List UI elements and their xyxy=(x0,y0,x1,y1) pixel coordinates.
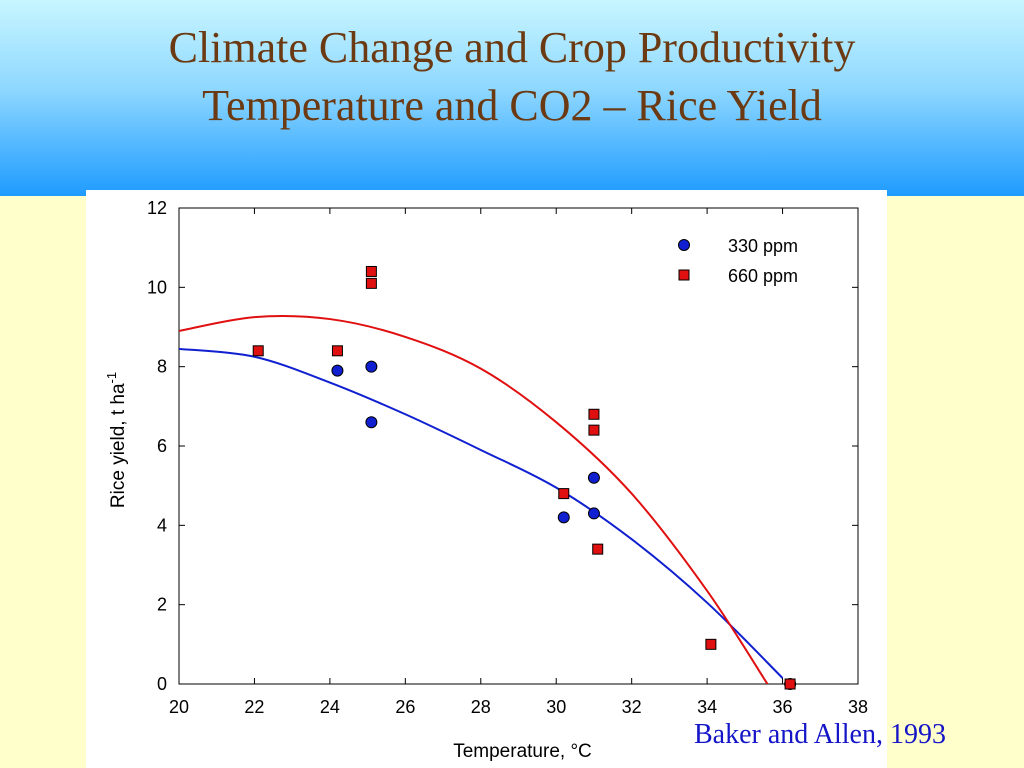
x-tick-label: 28 xyxy=(471,697,491,717)
fit-curve-660-ppm xyxy=(179,314,769,684)
legend-marker-660-ppm xyxy=(678,269,690,281)
x-tick-label: 36 xyxy=(773,697,793,717)
rice-yield-chart: 20 22 24 26 28 30 32 34 36 38024681012Temperature… xyxy=(104,198,868,762)
slide-title-line2: Temperature and CO2 – Rice Yield xyxy=(202,81,822,130)
x-tick-label: 38 xyxy=(848,697,868,717)
title-banner xyxy=(0,0,1024,196)
data-point-330-ppm xyxy=(365,416,378,429)
data-point-660-ppm xyxy=(588,424,600,436)
data-point-660-ppm xyxy=(365,277,377,289)
data-point-660-ppm xyxy=(705,638,717,650)
data-point-660-ppm xyxy=(592,543,604,555)
x-tick-label: 24 xyxy=(320,697,340,717)
data-point-330-ppm xyxy=(331,364,344,377)
legend-label: 660 ppm xyxy=(728,266,798,286)
y-axis-label: Rice yield, t ha-1 xyxy=(104,372,129,508)
data-point-660-ppm xyxy=(331,345,343,357)
x-tick-label: 32 xyxy=(622,697,642,717)
x-tick-label: 22 xyxy=(244,697,264,717)
y-tick-label: 12 xyxy=(147,198,167,218)
y-tick-label: 0 xyxy=(157,674,167,694)
legend-label: 330 ppm xyxy=(728,236,798,256)
data-point-660-ppm xyxy=(558,488,570,500)
y-tick-label: 4 xyxy=(157,515,167,535)
fit-curve-330-ppm xyxy=(179,347,784,679)
data-point-660-ppm xyxy=(588,408,600,420)
data-point-330-ppm xyxy=(365,360,378,373)
x-tick-label: 20 xyxy=(169,697,189,717)
legend-marker-330-ppm xyxy=(678,239,690,251)
x-axis-label: Temperature, °C xyxy=(453,741,592,762)
data-point-330-ppm xyxy=(557,511,570,524)
x-tick-label: 26 xyxy=(395,697,415,717)
y-tick-label: 2 xyxy=(157,595,167,615)
chart-panel: 20 22 24 26 28 30 32 34 36 38 0 2 4 6 8 10 12 Temperature… xyxy=(86,190,887,768)
slide-title-line1: Climate Change and Crop Productivity xyxy=(168,23,856,72)
data-point-330-ppm xyxy=(587,471,600,484)
data-point-660-ppm xyxy=(365,265,377,277)
y-tick-label: 6 xyxy=(157,436,167,456)
data-point-660-ppm xyxy=(784,678,796,690)
x-tick-label: 30 xyxy=(546,697,566,717)
y-tick-label: 10 xyxy=(147,277,167,297)
citation: Baker and Allen, 1993 xyxy=(694,719,946,750)
data-point-660-ppm xyxy=(252,345,264,357)
y-tick-label: 8 xyxy=(157,357,167,377)
data-point-330-ppm xyxy=(587,507,600,520)
x-tick-label: 34 xyxy=(697,697,717,717)
